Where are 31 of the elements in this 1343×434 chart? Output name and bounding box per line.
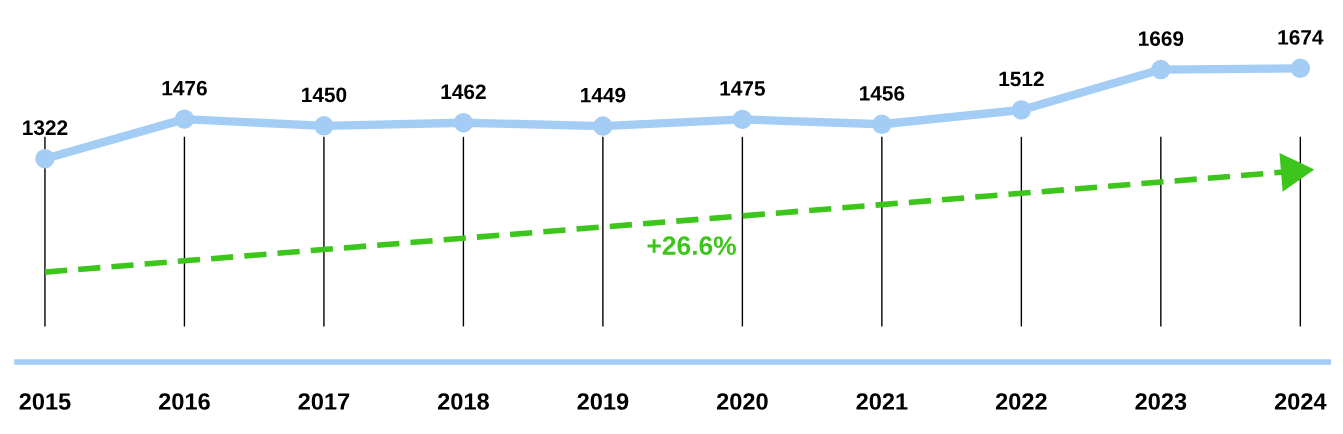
x-tick-label: 2018 (437, 393, 489, 410)
annotation: +26.6% (647, 236, 736, 256)
data-label: 1475 (720, 81, 765, 96)
data-label: 1322 (23, 120, 68, 136)
point (314, 116, 334, 136)
x-tick-label: 2021 (856, 393, 908, 410)
x-tick-label: 2022 (995, 393, 1047, 410)
data-label: 1476 (162, 80, 207, 96)
data-label: 1462 (441, 84, 486, 100)
point (732, 109, 753, 130)
point (593, 116, 613, 136)
data-label: 1512 (999, 71, 1044, 87)
point (35, 148, 55, 169)
x-tick-label: 2016 (159, 393, 210, 410)
x-tick-label: 2019 (577, 393, 629, 410)
point (1290, 58, 1311, 79)
data-label: 1450 (302, 87, 347, 103)
data-label: 1456 (860, 85, 905, 101)
x-tick-label: 2024 (1274, 393, 1327, 410)
point (1151, 59, 1171, 80)
point (872, 114, 892, 134)
x-tick-label: 2020 (716, 393, 768, 410)
point (1011, 100, 1032, 120)
point (453, 113, 474, 133)
x-tick-label: 2015 (19, 393, 71, 410)
x-tick-label: 2017 (298, 393, 350, 410)
x-tick-label: 2023 (1135, 393, 1187, 410)
data-label: 1669 (1138, 31, 1184, 47)
point (174, 109, 195, 129)
data-label: 1674 (1278, 29, 1324, 45)
data-label: 1449 (581, 87, 626, 103)
